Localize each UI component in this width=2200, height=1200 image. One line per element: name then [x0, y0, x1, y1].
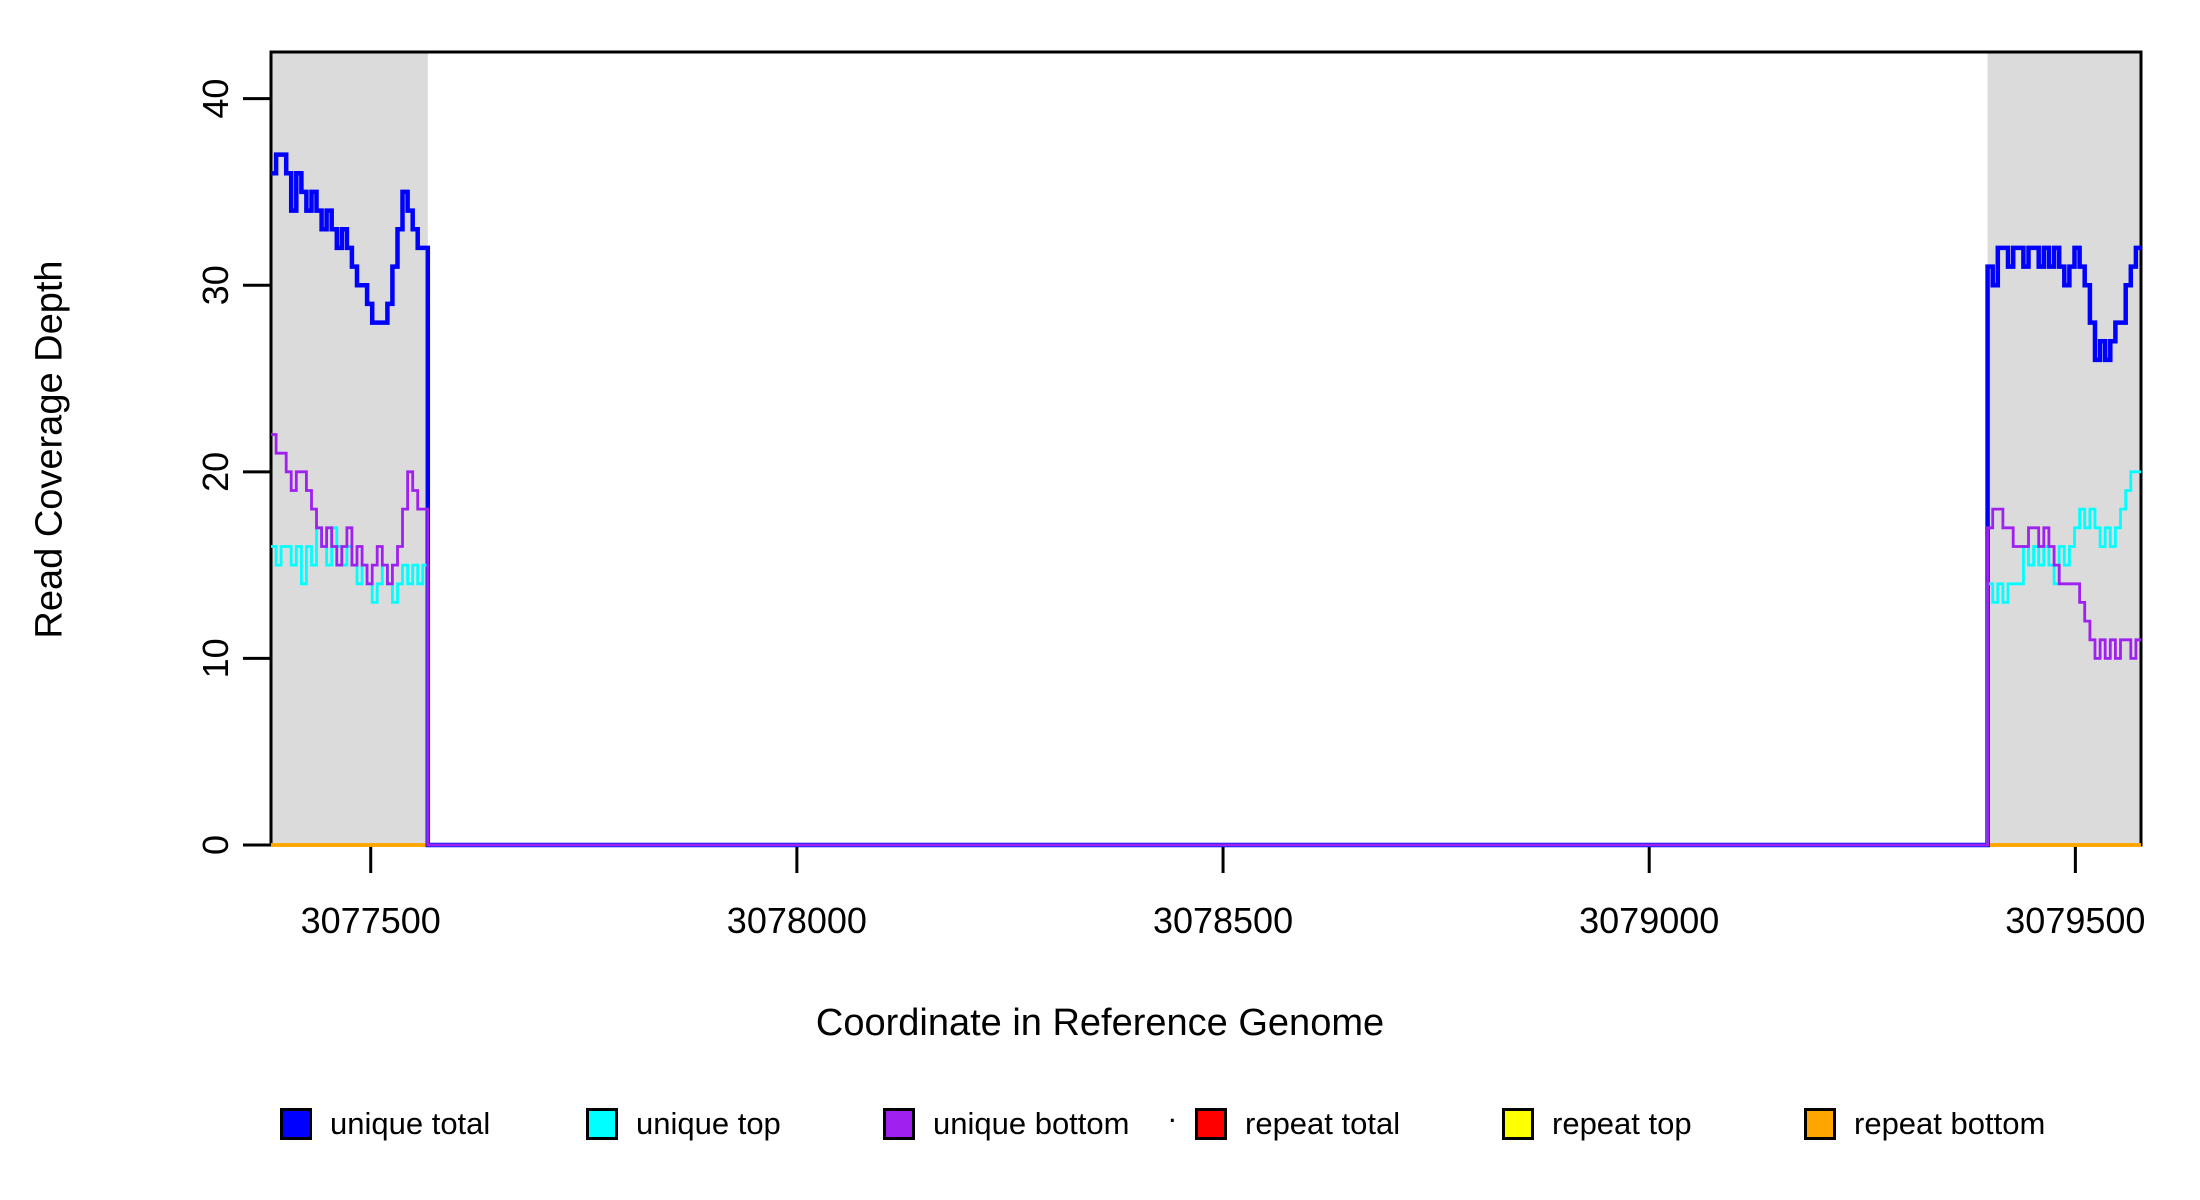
- x-tick-label-2: 3078500: [1153, 900, 1293, 941]
- legend-swatch-unique-top: [586, 1108, 618, 1140]
- series-line-unique-top: [271, 470, 2141, 847]
- x-tick-label-1: 3078000: [727, 900, 867, 941]
- plot-frame: [269, 50, 2143, 847]
- x-tick-label-4: 3079500: [2005, 900, 2145, 941]
- legend-item-unique-bottom: unique bottom: [883, 1106, 1129, 1142]
- x-tick-label-3: 3079000: [1579, 900, 1719, 941]
- y-axis: 0 10 20 30 40: [195, 79, 271, 855]
- shaded-band-1: [1987, 52, 2141, 845]
- x-axis: 3077500 3078000 3078500 3079000 3079500: [301, 845, 2145, 941]
- legend-swatch-repeat-bottom: [1804, 1108, 1836, 1140]
- legend-item-repeat-bottom: repeat bottom: [1804, 1106, 2045, 1142]
- legend-item-repeat-total: repeat total: [1195, 1106, 1400, 1142]
- x-tick-label-0: 3077500: [301, 900, 441, 941]
- series-lines: [271, 152, 2141, 848]
- legend-title-dot: .: [1168, 1094, 1177, 1129]
- y-tick-label-1: 10: [195, 638, 236, 678]
- legend-swatch-unique-total: [280, 1108, 312, 1140]
- y-tick-label-3: 30: [195, 265, 236, 305]
- y-tick-label-4: 40: [195, 79, 236, 119]
- legend-item-unique-total: unique total: [280, 1106, 490, 1142]
- x-axis-title: Coordinate in Reference Genome: [815, 1002, 1385, 1044]
- legend-item-repeat-top: repeat top: [1502, 1106, 1692, 1142]
- y-tick-label-0: 0: [195, 835, 236, 855]
- legend: . unique total unique top unique bottom rep…: [0, 1094, 2200, 1166]
- legend-swatch-repeat-total: [1195, 1108, 1227, 1140]
- legend-item-unique-top: unique top: [586, 1106, 781, 1142]
- legend-label: unique bottom: [933, 1106, 1130, 1141]
- legend-swatch-unique-bottom: [883, 1108, 915, 1140]
- legend-label: repeat total: [1245, 1106, 1401, 1141]
- legend-label: repeat bottom: [1854, 1106, 2046, 1141]
- plot-border: [269, 50, 2143, 847]
- shaded-band-0: [271, 52, 428, 845]
- y-tick-label-2: 20: [195, 452, 236, 492]
- series-line-unique-bottom: [271, 433, 2141, 847]
- legend-swatch-repeat-top: [1502, 1108, 1534, 1140]
- legend-label: unique total: [330, 1106, 491, 1141]
- series-line-unique-total: [271, 152, 2141, 848]
- shaded-bands: [271, 52, 2141, 845]
- legend-label: unique top: [636, 1106, 781, 1141]
- legend-label: repeat top: [1552, 1106, 1692, 1141]
- y-axis-title: Read Coverage Depth: [28, 260, 71, 639]
